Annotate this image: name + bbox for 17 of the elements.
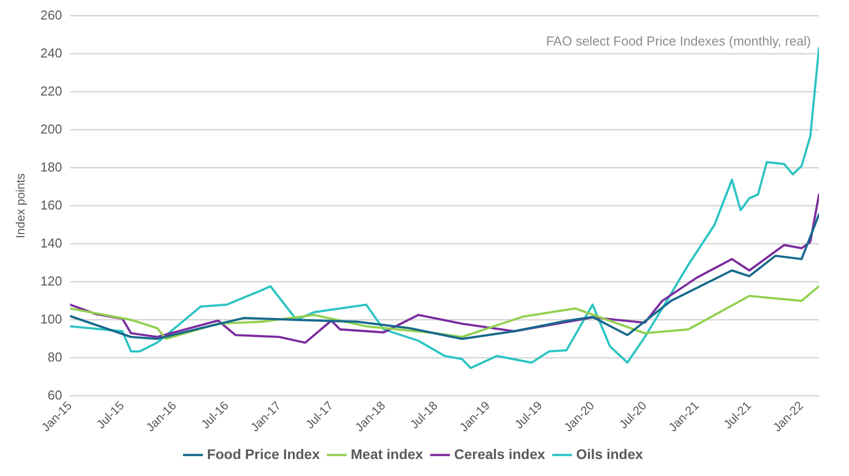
y-tick-label: 260 xyxy=(40,7,62,22)
y-axis-title: Index points xyxy=(14,173,28,238)
y-tick-label: 220 xyxy=(40,83,62,98)
legend-label: Meat index xyxy=(350,446,424,462)
y-tick-label: 240 xyxy=(40,45,62,60)
y-tick-label: 200 xyxy=(40,121,62,136)
y-tick-label: 100 xyxy=(40,311,62,326)
text: FAO select Food Price Indexes (monthly, real) xyxy=(546,33,811,48)
y-tick-label: 140 xyxy=(40,235,62,250)
y-tick-label: 80 xyxy=(48,349,62,364)
legend-label: Oils index xyxy=(576,446,644,462)
y-tick-label: 180 xyxy=(40,159,62,174)
legend-label: Food Price Index xyxy=(206,446,320,462)
y-tick-label: 120 xyxy=(40,273,62,288)
y-tick-label: 60 xyxy=(48,387,62,402)
legend-label: Cereals index xyxy=(454,446,546,462)
y-tick-label: 160 xyxy=(40,197,62,212)
